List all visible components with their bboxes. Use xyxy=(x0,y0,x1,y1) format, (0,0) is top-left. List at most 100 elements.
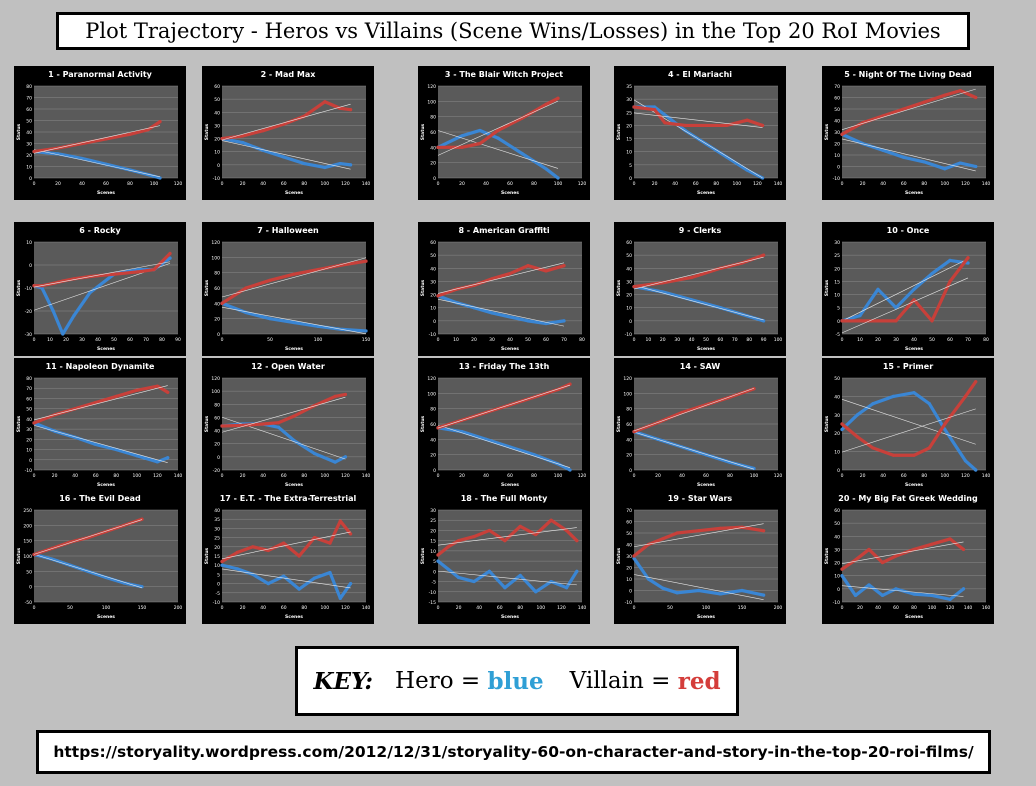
x-tick-label: 50 xyxy=(929,337,935,343)
y-axis-label: Status xyxy=(420,279,426,296)
villain-point xyxy=(961,547,966,552)
y-tick-label: 50 xyxy=(626,253,632,259)
hero-point xyxy=(282,155,286,159)
hero-point xyxy=(51,309,55,313)
hero-point xyxy=(958,161,962,165)
villain-point xyxy=(549,518,553,522)
villain-point xyxy=(632,554,636,558)
chart-title: 17 - E.T. - The Extra-Terrestrial xyxy=(220,494,357,503)
chart-panel: 18 - The Full Monty -15 -10 -5 0 5 10 15 20 25 30 0… xyxy=(418,490,590,624)
x-tick-label: 20 xyxy=(456,605,462,611)
trendline xyxy=(221,257,367,298)
x-tick-label: 100 xyxy=(750,473,759,479)
hero-point xyxy=(840,427,844,432)
y-tick-label: 30 xyxy=(834,547,840,553)
hero-point xyxy=(135,454,139,458)
x-tick-label: 40 xyxy=(483,181,489,187)
x-tick-label: 30 xyxy=(674,337,680,343)
trendline xyxy=(841,399,976,445)
y-tick-label: 60 xyxy=(834,508,840,514)
y-tick-label: 10 xyxy=(834,153,840,159)
y-tick-label: 30 xyxy=(626,97,632,103)
y-axis-label: Status xyxy=(616,547,622,564)
y-tick-label: -10 xyxy=(213,176,220,182)
chart-title: 9 - Clerks xyxy=(679,226,722,235)
villain-point xyxy=(840,422,844,426)
x-tick-label: 80 xyxy=(517,605,523,611)
hero-point xyxy=(966,261,970,265)
x-tick-label: 100 xyxy=(774,337,783,343)
hero-point xyxy=(881,148,885,152)
hero-point xyxy=(930,271,934,276)
x-tick-label: 20 xyxy=(857,605,863,611)
y-tick-label: 80 xyxy=(214,271,220,277)
villain-point xyxy=(276,421,281,425)
y-tick-label: 0 xyxy=(433,176,436,182)
y-tick-label: 80 xyxy=(26,84,32,90)
x-tick-label: 0 xyxy=(221,181,224,187)
villain-point xyxy=(323,100,327,104)
hero-point xyxy=(663,113,667,117)
x-tick-label: 0 xyxy=(221,473,224,479)
y-tick-label: -10 xyxy=(25,286,32,292)
source-url[interactable]: https://storyality.wordpress.com/2012/12… xyxy=(36,730,991,774)
hero-series-line xyxy=(632,556,766,597)
y-tick-label: 40 xyxy=(214,508,220,514)
x-axis-label: Scenes xyxy=(697,482,715,488)
x-tick-label: 80 xyxy=(531,473,537,479)
x-tick-label: 30 xyxy=(893,337,899,343)
villain-series-line xyxy=(220,392,348,428)
y-tick-label: 25 xyxy=(430,518,436,524)
hero-point xyxy=(632,556,636,560)
y-tick-label: 50 xyxy=(430,253,436,259)
y-tick-label: 40 xyxy=(834,394,840,400)
y-tick-label: 40 xyxy=(26,417,32,423)
villain-point xyxy=(575,539,579,543)
y-tick-label: 30 xyxy=(26,142,32,148)
x-tick-label: 40 xyxy=(679,473,685,479)
x-tick-label: 20 xyxy=(471,337,477,343)
trendline xyxy=(221,568,351,589)
chart-svg: 17 - E.T. - The Extra-Terrestrial -10 -5 0 5… xyxy=(204,494,370,620)
x-tick-label: 200 xyxy=(774,605,783,611)
villain-point xyxy=(762,253,766,257)
x-tick-label: 0 xyxy=(33,605,36,611)
x-tick-label: 100 xyxy=(941,181,950,187)
x-tick-label: 100 xyxy=(150,181,159,187)
x-tick-label: 40 xyxy=(880,181,886,187)
chart-panel: 2 - Mad Max -10 0 10 20 30 40 50 60 0 20 40 60 80 100 1… xyxy=(202,66,374,200)
y-tick-label: -30 xyxy=(25,332,32,338)
x-tick-label: 0 xyxy=(437,605,440,611)
x-tick-label: 120 xyxy=(578,473,587,479)
hero-point xyxy=(266,582,270,586)
y-tick-label: -50 xyxy=(25,600,32,606)
x-tick-label: 30 xyxy=(79,337,85,343)
hero-point xyxy=(943,167,947,171)
villain-point xyxy=(261,422,265,426)
hero-point xyxy=(490,311,494,315)
y-tick-label: -10 xyxy=(429,332,436,338)
hero-point xyxy=(333,460,337,464)
x-tick-label: 40 xyxy=(95,337,101,343)
trendline xyxy=(633,523,764,548)
y-tick-label: 35 xyxy=(626,84,632,90)
villain-point xyxy=(840,319,844,323)
hero-point xyxy=(508,315,512,319)
x-tick-label: 0 xyxy=(221,337,224,343)
villain-point xyxy=(136,270,140,274)
y-axis-label: Status xyxy=(16,415,22,432)
y-tick-label: 0 xyxy=(629,176,632,182)
y-tick-label: 80 xyxy=(430,115,436,121)
y-tick-label: 100 xyxy=(427,99,436,105)
x-tick-label: 40 xyxy=(260,605,266,611)
villain-point xyxy=(146,128,150,132)
y-tick-label: 70 xyxy=(26,96,32,102)
y-axis-label: Status xyxy=(420,547,426,564)
villain-point xyxy=(155,384,160,388)
chart-svg: 14 - SAW 0 20 40 60 80 100 120 0 20 40 60 80 100 120 Sc… xyxy=(616,362,782,488)
villain-point xyxy=(526,264,530,268)
y-tick-label: 100 xyxy=(211,255,220,261)
y-tick-label: 60 xyxy=(430,240,436,246)
hero-point xyxy=(338,161,342,166)
hero-point xyxy=(348,163,353,167)
